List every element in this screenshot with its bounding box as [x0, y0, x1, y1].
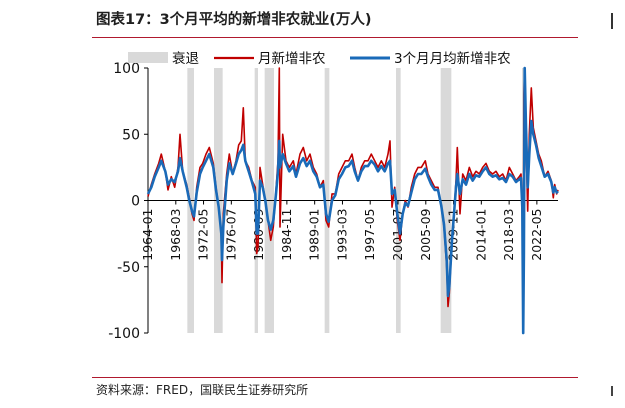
y-tick-label: 50 [122, 127, 140, 143]
legend-label-monthly: 月新增非农 [258, 51, 326, 67]
x-tick-label: 1984-11 [279, 209, 294, 261]
x-tick-label: 1997-05 [362, 209, 377, 261]
source-note: 资料来源：FRED，国联民生证券研究所 [96, 383, 309, 397]
x-tick-label: 1972-05 [196, 208, 211, 260]
chart-title: 图表17：3个月平均的新增非农就业(万人) [96, 12, 372, 28]
legend: 衰退 月新增非农 3个月月均新增非农 [128, 50, 511, 67]
legend-swatch-recession [128, 52, 168, 63]
x-tick-label: 2014-01 [473, 209, 488, 261]
x-tick-label: 1989-01 [307, 209, 322, 261]
legend-label-avg3m: 3个月月均新增非农 [394, 51, 511, 67]
series-line-avg3m [146, 66, 559, 335]
y-tick-label: 100 [113, 61, 140, 77]
legend-label-recession: 衰退 [172, 50, 199, 67]
y-tick-label: 0 [131, 194, 140, 210]
footer-divider [92, 377, 578, 378]
adjacent-panel-edge-bottom [611, 386, 613, 396]
x-tick-label: 2018-03 [501, 209, 516, 261]
x-tick-label: 1976-07 [223, 208, 238, 260]
y-tick-label: -50 [117, 260, 140, 276]
x-tick-label: 2022-05 [529, 209, 544, 261]
adjacent-panel-edge [611, 13, 613, 29]
x-tick-label: 1993-03 [334, 209, 349, 261]
x-tick-label: 2005-09 [418, 208, 433, 260]
x-tick-label: 1968-03 [168, 209, 183, 261]
series-lines [146, 66, 559, 335]
title-divider [92, 37, 578, 38]
y-tick-label: -100 [108, 326, 140, 342]
x-tick-label: 1964-01 [140, 209, 155, 261]
